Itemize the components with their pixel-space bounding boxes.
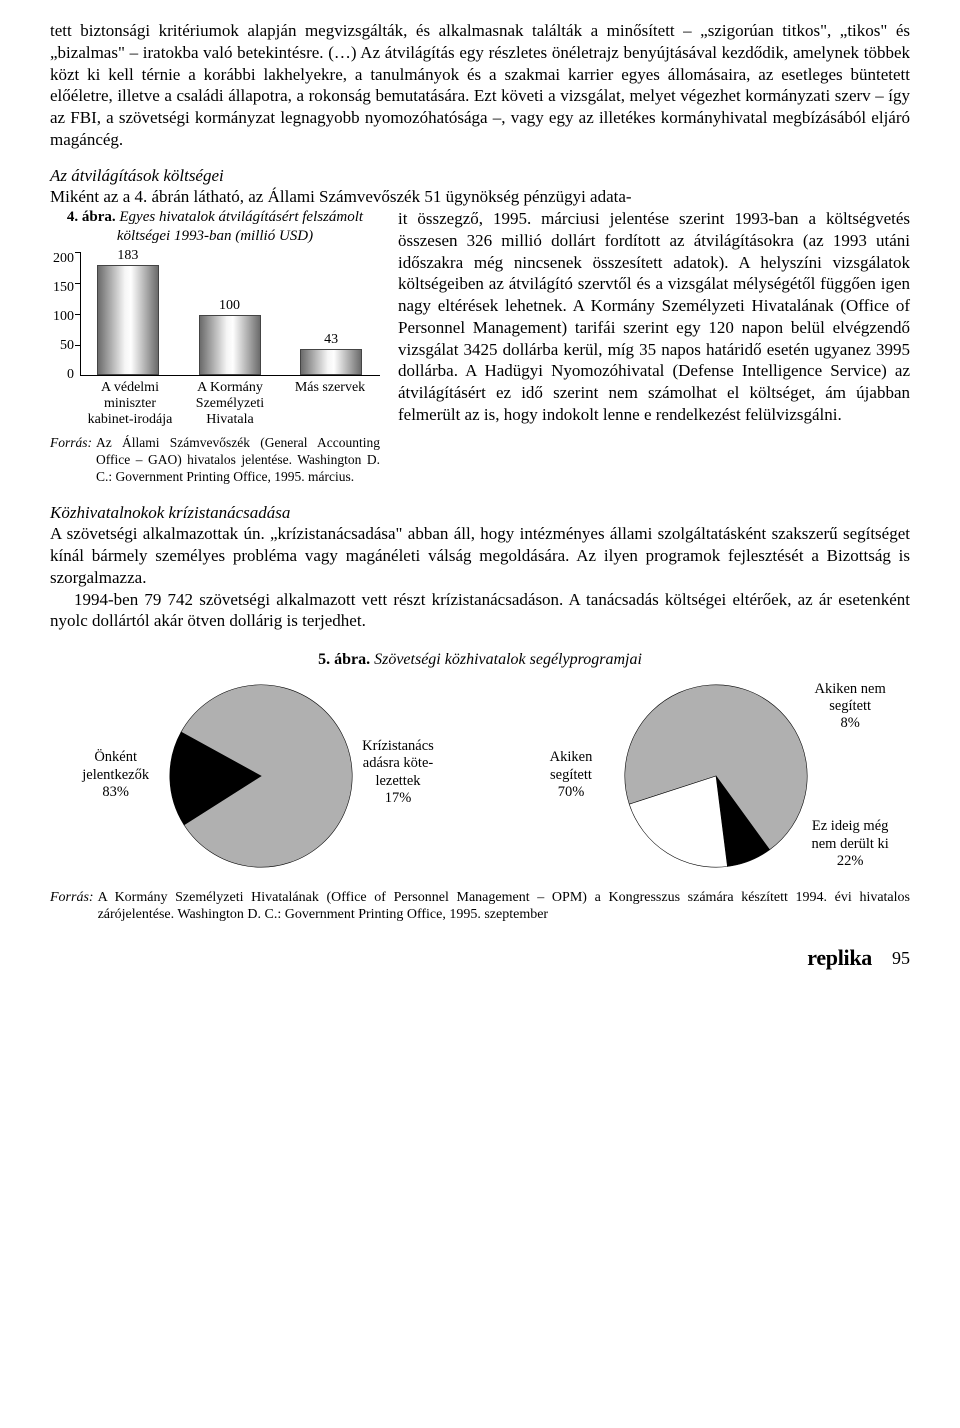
- fig5-source-text: A Kormány Személyzeti Hivatalának (Offic…: [98, 889, 910, 925]
- figure-4-barchart: 200 150 100 50 0 183 100 43 A védelmi mini…: [50, 252, 380, 428]
- bar-value-0: 183: [117, 249, 138, 263]
- figure-4-label-bold: 4. ábra.: [67, 209, 116, 225]
- pie-2-right-label-bottom: Ez ideig mégnem derült ki22%: [811, 818, 888, 870]
- section-1-intro: Miként az a 4. ábrán látható, az Állami …: [50, 186, 910, 208]
- section-2-para-2: 1994-ben 79 742 szövetségi alkalmazott v…: [50, 589, 910, 633]
- section-2-para-1: A szövetségi alkalmazottak ún. „krízista…: [50, 523, 910, 588]
- section-title-2: Közhivatalnokok krízistanácsadása: [50, 502, 910, 524]
- bar-1: [199, 315, 261, 375]
- source-label: Forrás:: [50, 434, 96, 486]
- pie-chart-1: [166, 681, 356, 871]
- right-column-text: it összegző, 1995. márciusi jelentése sz…: [398, 208, 910, 486]
- bar-group-2: 43: [292, 333, 370, 375]
- pie-2-block: Akikensegített70% Akiken nemsegített8% E…: [526, 681, 888, 871]
- figure-4-source: Forrás: Az Állami Számvevőszék (General …: [50, 434, 380, 486]
- bar-xlabel-0: A védelmi miniszter kabinet-irodája: [80, 380, 180, 428]
- pie-1-left-label: Önkéntjelentkezők83%: [71, 749, 166, 801]
- bar-0: [97, 265, 159, 375]
- pie-1-right-label: Krízistanácsadásra köte-lezettek17%: [362, 738, 434, 808]
- figure-5-source: Forrás: A Kormány Személyzeti Hivatalána…: [50, 889, 910, 925]
- bar-xlabel-2: Más szervek: [280, 380, 380, 428]
- pie-2-right-label-top: Akiken nemsegített8%: [811, 681, 888, 733]
- pie-2-left-label: Akikensegített70%: [526, 749, 621, 801]
- ytick-150: 150: [53, 281, 74, 295]
- figure-5-label-bold: 5. ábra.: [318, 651, 370, 668]
- bar-group-1: 100: [191, 299, 269, 375]
- ytick-100: 100: [53, 310, 74, 324]
- figure-5: Önkéntjelentkezők83% Krízistanácsadásra …: [50, 681, 910, 871]
- bar-2: [300, 349, 362, 375]
- pie-chart-2: [621, 681, 811, 871]
- bar-value-2: 43: [324, 333, 338, 347]
- figure-5-label-rest: Szövetségi közhivatalok segélyprogramjai: [374, 651, 642, 668]
- ytick-50: 50: [60, 339, 74, 353]
- figure-4-yaxis: 200 150 100 50 0: [50, 252, 80, 382]
- source-text: Az Állami Számvevőszék (General Accounti…: [96, 434, 380, 486]
- bar-xlabel-1: A Kormány Személyzeti Hivatala: [180, 380, 280, 428]
- paragraph-1: tett biztonsági kritériumok alapján megv…: [50, 20, 910, 151]
- page-footer: replika 95: [50, 944, 910, 972]
- ytick-200: 200: [53, 252, 74, 266]
- figure-4: 4. ábra. Egyes hivatalok átvilágításért …: [50, 208, 380, 486]
- bar-group-0: 183: [89, 249, 167, 375]
- figure-4-label-rest: Egyes hivatalok átvilágításért felszámol…: [116, 209, 363, 244]
- journal-name: replika: [807, 944, 872, 972]
- figure-5-caption: 5. ábra. Szövetségi közhivatalok segélyp…: [50, 650, 910, 670]
- fig5-source-label: Forrás:: [50, 889, 98, 925]
- pie-1-block: Önkéntjelentkezők83% Krízistanácsadásra …: [71, 681, 476, 871]
- figure-4-caption: 4. ábra. Egyes hivatalok átvilágításért …: [50, 208, 380, 246]
- page-number: 95: [892, 947, 910, 970]
- bar-value-1: 100: [219, 299, 240, 313]
- section-title-1: Az átvilágítások költségei: [50, 165, 910, 187]
- figure-4-plot: 183 100 43 A védelmi miniszter kabinet-iro…: [80, 252, 380, 428]
- ytick-0: 0: [67, 368, 74, 382]
